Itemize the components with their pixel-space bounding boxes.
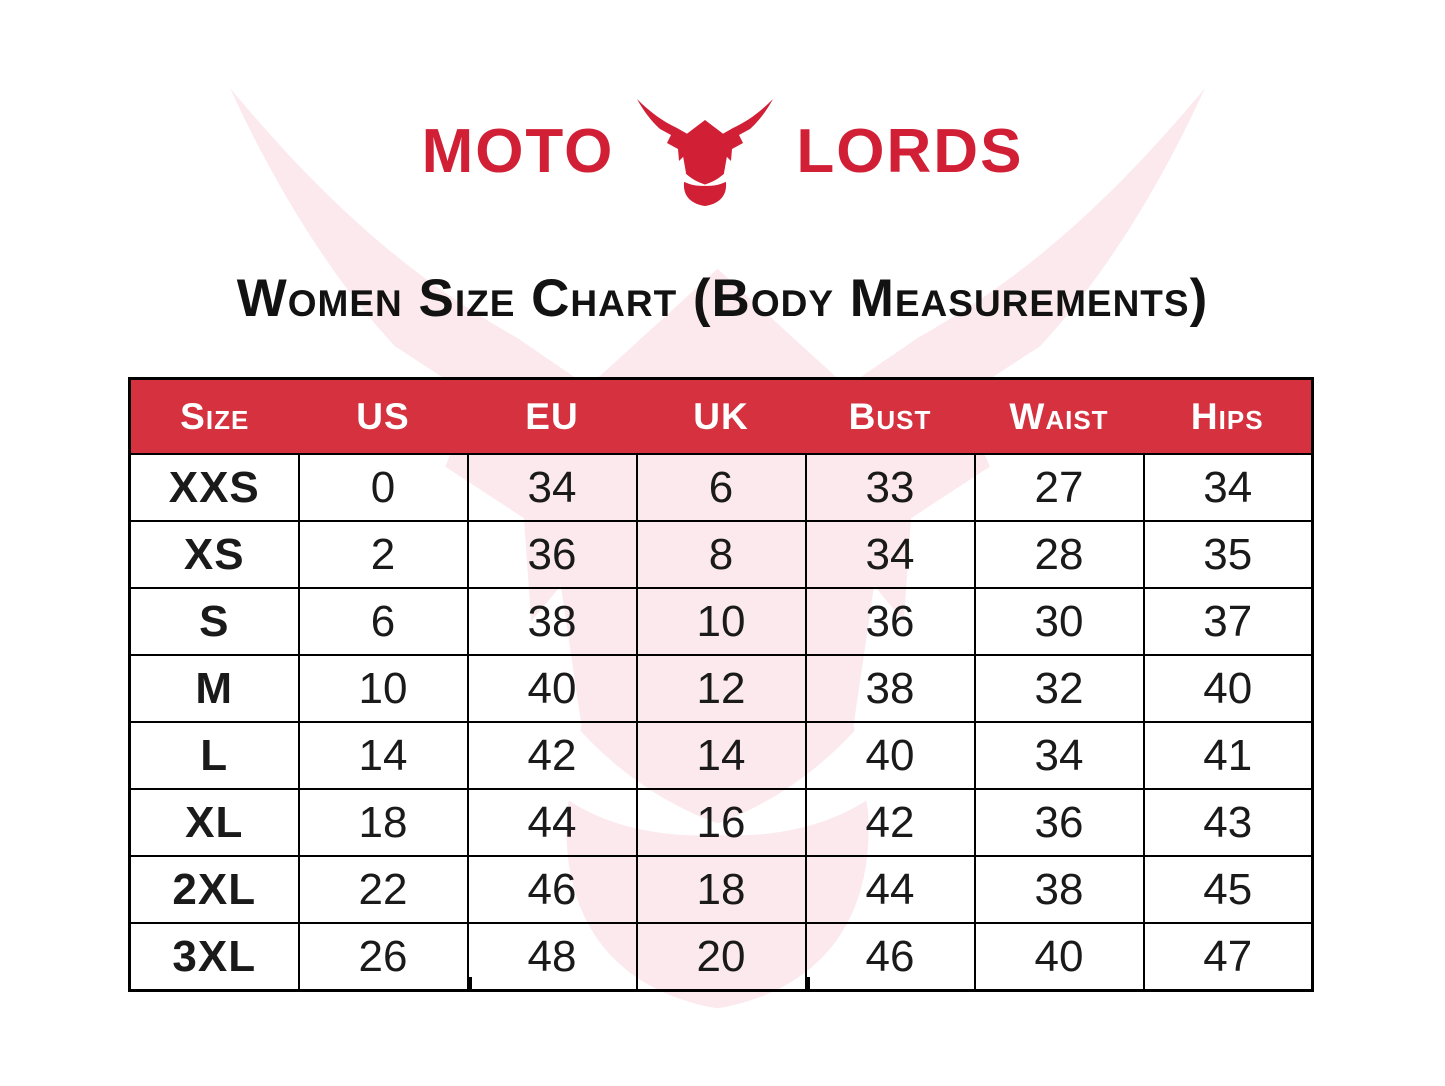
brand-name-right: LORDS	[796, 117, 1024, 186]
measurement-cell: 38	[973, 855, 1145, 924]
measurement-cell: 40	[804, 721, 976, 790]
size-label-cell: XXS	[128, 453, 300, 522]
measurement-cell: 37	[1142, 587, 1314, 656]
measurement-cell: 22	[297, 855, 469, 924]
bull-helmet-icon	[630, 96, 780, 208]
table-row: L 14 42 14 40 34 41	[128, 721, 1314, 790]
measurement-cell: 47	[1142, 922, 1314, 992]
measurement-cell: 45	[1142, 855, 1314, 924]
measurement-cell: 32	[973, 654, 1145, 723]
measurement-cell: 18	[297, 788, 469, 857]
measurement-cell: 38	[804, 654, 976, 723]
measurement-cell: 0	[297, 453, 469, 522]
measurement-cell: 40	[466, 654, 638, 723]
measurement-cell: 14	[297, 721, 469, 790]
table-row: XS 2 36 8 34 28 35	[128, 520, 1314, 589]
measurement-cell: 10	[635, 587, 807, 656]
column-header-hips: Hips	[1143, 377, 1314, 455]
measurement-cell: 36	[804, 587, 976, 656]
measurement-cell: 46	[466, 855, 638, 924]
measurement-cell: 18	[635, 855, 807, 924]
measurement-cell: 35	[1142, 520, 1314, 589]
measurement-cell: 10	[297, 654, 469, 723]
size-label-cell: XL	[128, 788, 300, 857]
column-header-us: US	[298, 377, 468, 455]
measurement-cell: 34	[466, 453, 638, 522]
measurement-cell: 42	[804, 788, 976, 857]
table-header: Size US EU UK Bust Waist Hips	[128, 377, 1314, 455]
measurement-cell: 36	[466, 520, 638, 589]
size-label-cell: L	[128, 721, 300, 790]
measurement-cell: 43	[1142, 788, 1314, 857]
measurement-cell: 28	[973, 520, 1145, 589]
measurement-cell: 46	[804, 922, 976, 992]
column-header-waist: Waist	[974, 377, 1144, 455]
table-row: S 6 38 10 36 30 37	[128, 587, 1314, 656]
size-label-cell: 3XL	[128, 922, 300, 992]
measurement-cell: 6	[297, 587, 469, 656]
table-row: M 10 40 12 38 32 40	[128, 654, 1314, 723]
size-label-cell: S	[128, 587, 300, 656]
table-row: 2XL 22 46 18 44 38 45	[128, 855, 1314, 924]
measurement-cell: 42	[466, 721, 638, 790]
table-header-row: Size US EU UK Bust Waist Hips	[128, 377, 1314, 455]
measurement-cell: 14	[635, 721, 807, 790]
measurement-cell: 16	[635, 788, 807, 857]
table-border-tick	[469, 977, 472, 990]
table-border-tick	[807, 977, 810, 990]
size-label-cell: 2XL	[128, 855, 300, 924]
measurement-cell: 41	[1142, 721, 1314, 790]
measurement-cell: 34	[1142, 453, 1314, 522]
brand-logo: MOTO LORDS	[0, 96, 1445, 208]
measurement-cell: 34	[804, 520, 976, 589]
page-title: Women Size Chart (Body Measurements)	[236, 269, 1209, 328]
column-header-uk: UK	[636, 377, 806, 455]
size-chart-table: Size US EU UK Bust Waist Hips XXS 0 34 6 33 27 34 XS 2…	[128, 377, 1314, 992]
measurement-cell: 44	[466, 788, 638, 857]
measurement-cell: 34	[973, 721, 1145, 790]
measurement-cell: 12	[635, 654, 807, 723]
measurement-cell: 2	[297, 520, 469, 589]
column-header-size: Size	[128, 377, 299, 455]
measurement-cell: 44	[804, 855, 976, 924]
measurement-cell: 33	[804, 453, 976, 522]
measurement-cell: 40	[973, 922, 1145, 992]
column-header-eu: EU	[467, 377, 637, 455]
measurement-cell: 36	[973, 788, 1145, 857]
measurement-cell: 38	[466, 587, 638, 656]
column-header-bust: Bust	[805, 377, 975, 455]
size-label-cell: XS	[128, 520, 300, 589]
measurement-cell: 6	[635, 453, 807, 522]
brand-name-left: MOTO	[421, 117, 615, 186]
measurement-cell: 27	[973, 453, 1145, 522]
measurement-cell: 30	[973, 587, 1145, 656]
measurement-cell: 20	[635, 922, 807, 992]
table-row: 3XL 26 48 20 46 40 47	[128, 922, 1314, 992]
size-label-cell: M	[128, 654, 300, 723]
table-row: XL 18 44 16 42 36 43	[128, 788, 1314, 857]
measurement-cell: 26	[297, 922, 469, 992]
measurement-cell: 48	[466, 922, 638, 992]
measurement-cell: 40	[1142, 654, 1314, 723]
table-row: XXS 0 34 6 33 27 34	[128, 453, 1314, 522]
measurement-cell: 8	[635, 520, 807, 589]
